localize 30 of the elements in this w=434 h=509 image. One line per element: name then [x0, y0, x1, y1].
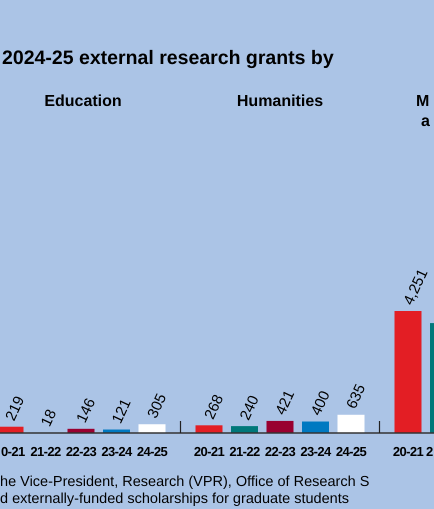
data-label: 421 [272, 388, 298, 418]
text: a [421, 113, 430, 130]
data-label: 121 [108, 396, 135, 426]
text: Education [44, 93, 122, 110]
x-tick-label: 24-25 [136, 444, 168, 459]
data-label: 305 [144, 391, 170, 421]
data-label: 268 [201, 392, 228, 422]
text: M [416, 93, 430, 110]
x-tick-label: 0-21 [1, 444, 25, 459]
x-tick-label: 23-24 [101, 444, 133, 459]
x-tick-label: 21-22 [229, 444, 260, 459]
data-label: 400 [308, 388, 334, 418]
x-tick-label: 2 [426, 444, 433, 459]
data-label: 219 [2, 394, 28, 424]
text: Humanities [236, 93, 324, 110]
x-tick-label: 22-23 [66, 444, 96, 459]
chart-title: 2024-25 external research grants by [2, 47, 334, 69]
x-tick-label: 20-21 [194, 444, 224, 459]
x-tick-label: 22-23 [264, 444, 296, 459]
data-label: 635 [343, 382, 370, 412]
text: he Vice-President, Research (VPR), Office of Research S [0, 474, 370, 490]
data-label: 146 [73, 396, 100, 426]
data-label: 18 [38, 406, 60, 430]
text: d externally-funded scholarships for graduate students [0, 491, 350, 507]
x-tick-label: 21-22 [30, 444, 61, 459]
x-tick-label: 23-24 [300, 444, 332, 459]
data-label: 240 [236, 392, 263, 423]
x-tick-label: 20-21 [392, 444, 424, 459]
data-label: 4,251 [400, 266, 432, 308]
x-tick-label: 24-25 [336, 444, 366, 459]
